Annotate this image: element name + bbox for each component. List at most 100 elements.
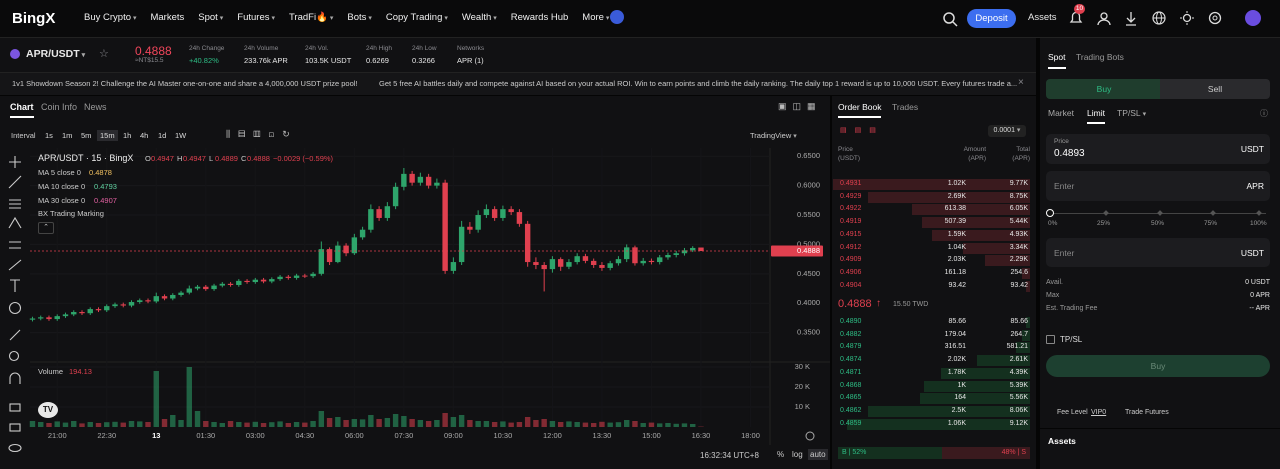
sell-tab[interactable]: Sell <box>1160 79 1270 99</box>
fee-level[interactable]: Fee Level <box>1057 409 1088 416</box>
coin-icon <box>10 49 20 59</box>
logo[interactable]: BingX <box>12 10 56 27</box>
deposit-button[interactable]: Deposit <box>967 9 1016 28</box>
promo-icon[interactable] <box>610 10 624 24</box>
volume-bar <box>145 422 151 427</box>
orderbook-tab[interactable]: Trades <box>892 102 919 112</box>
candle-body <box>376 209 382 218</box>
interval-option[interactable]: 1s <box>45 131 53 140</box>
volume-value: 194.13 <box>69 367 92 376</box>
assets-link[interactable]: Assets <box>1028 12 1057 23</box>
tpsl-checkbox[interactable] <box>1046 335 1055 344</box>
scale-button[interactable]: auto <box>808 449 828 460</box>
trade-futures[interactable]: Trade Futures <box>1125 409 1169 416</box>
nav-item[interactable]: Rewards Hub <box>510 12 569 23</box>
bid-price: 0.4871 <box>840 368 862 376</box>
nav-item[interactable]: TradFi🔥 <box>289 12 333 23</box>
trade-tab[interactable]: Trading Bots <box>1076 52 1124 62</box>
volume-bar <box>302 422 308 427</box>
ask-amount: 2.03K <box>947 256 966 264</box>
candle-body <box>475 215 481 230</box>
bid-price: 0.4890 <box>840 318 862 325</box>
legend-key: O <box>145 154 151 163</box>
volume-bar <box>161 419 168 427</box>
volume-bar <box>71 421 77 427</box>
provider[interactable]: TradingView <box>750 131 797 140</box>
amount-field[interactable] <box>1046 171 1270 201</box>
search-icon[interactable] <box>940 9 960 29</box>
volume-bar <box>62 422 69 427</box>
interval-option[interactable]: 1d <box>158 131 167 140</box>
interval-option[interactable]: 4h <box>140 131 149 140</box>
scale-button[interactable]: log <box>792 450 803 459</box>
submit-button[interactable]: Buy <box>1046 355 1270 377</box>
ask-price: 0.4931 <box>840 180 862 187</box>
orderbook-tab[interactable]: Order Book <box>838 102 882 118</box>
nav-item[interactable]: Buy Crypto <box>84 12 136 23</box>
buy-tab[interactable]: Buy <box>1046 79 1162 99</box>
candle-body <box>467 226 473 230</box>
volume-bar <box>79 423 85 427</box>
vip-level[interactable]: VIP0 <box>1091 409 1107 416</box>
candle-body <box>236 280 242 285</box>
bid-depth <box>919 393 1030 405</box>
bid-depth <box>976 355 1030 367</box>
order-type[interactable]: Limit <box>1087 108 1105 124</box>
nav-item[interactable]: Bots <box>347 12 371 23</box>
nav-item[interactable]: Futures <box>237 12 275 23</box>
candle-body <box>632 247 638 264</box>
volume-bar <box>491 422 498 427</box>
chart-tab[interactable]: Coin Info <box>41 102 78 112</box>
total-field[interactable] <box>1046 238 1270 267</box>
interval-option[interactable]: 5m <box>81 131 92 140</box>
slider-knob[interactable] <box>1046 209 1054 217</box>
interval-option[interactable]: 1m <box>62 131 73 140</box>
price-field[interactable] <box>1046 134 1270 164</box>
volume-bar <box>434 420 440 427</box>
interval-option[interactable]: 1h <box>123 131 132 140</box>
interval-option[interactable]: 15m <box>97 130 118 141</box>
chart-tab[interactable]: Chart <box>10 102 34 118</box>
volume-bar <box>681 423 688 427</box>
pair-selector[interactable]: APR/USDT <box>26 48 85 60</box>
bid-total: 9.12K <box>1009 419 1028 427</box>
volume-bar <box>640 423 646 427</box>
scale-button[interactable]: % <box>777 450 785 459</box>
candle-body <box>161 296 168 299</box>
nav-item[interactable]: Wealth <box>462 12 497 23</box>
chart-tab[interactable]: News <box>84 102 107 112</box>
ma-label: MA 5 close 0 <box>38 168 81 177</box>
nav-item[interactable]: Copy Trading <box>386 12 448 23</box>
volume-label: Volume <box>38 367 64 376</box>
buy-ratio: B | 52% <box>842 449 867 456</box>
candle-body <box>137 300 143 303</box>
trade-tab[interactable]: Spot <box>1048 52 1066 69</box>
volume-bar <box>203 421 209 427</box>
banner-text[interactable]: Get 5 free AI battles daily and compete … <box>379 79 1018 88</box>
banner-title[interactable]: 1v1 Showdown Season 2! Challenge the AI … <box>12 79 358 88</box>
nav-item[interactable]: Spot <box>198 12 223 23</box>
bid-total: 2.61K <box>1009 356 1028 364</box>
nav-item[interactable]: More <box>582 12 609 23</box>
volume-bar <box>599 421 605 427</box>
volume-bar <box>120 422 126 427</box>
x-tick-label: 10:30 <box>494 431 513 440</box>
precision-select[interactable]: 0.0001 <box>988 125 1026 137</box>
sell-ratio-bar <box>942 447 1030 459</box>
banner-close[interactable]: × <box>1018 77 1024 88</box>
order-type[interactable]: TP/SL <box>1117 108 1146 118</box>
nav-item[interactable]: Markets <box>150 12 185 23</box>
ask-depth <box>1026 280 1030 292</box>
candle-body <box>194 286 201 289</box>
candle-body <box>170 294 176 299</box>
legend-value: 0.4888 <box>247 154 270 163</box>
interval-option[interactable]: 1W <box>175 131 187 140</box>
collapse-button[interactable]: ⌃ <box>38 222 54 234</box>
volume-bar <box>533 420 539 427</box>
order-type[interactable]: Market <box>1048 108 1074 118</box>
legend-key: C <box>241 154 247 163</box>
volume-bar <box>500 421 506 427</box>
stat-label: 24h Volume <box>244 45 279 52</box>
favorite-star[interactable]: ☆ <box>99 48 109 60</box>
candle-body <box>260 279 267 282</box>
